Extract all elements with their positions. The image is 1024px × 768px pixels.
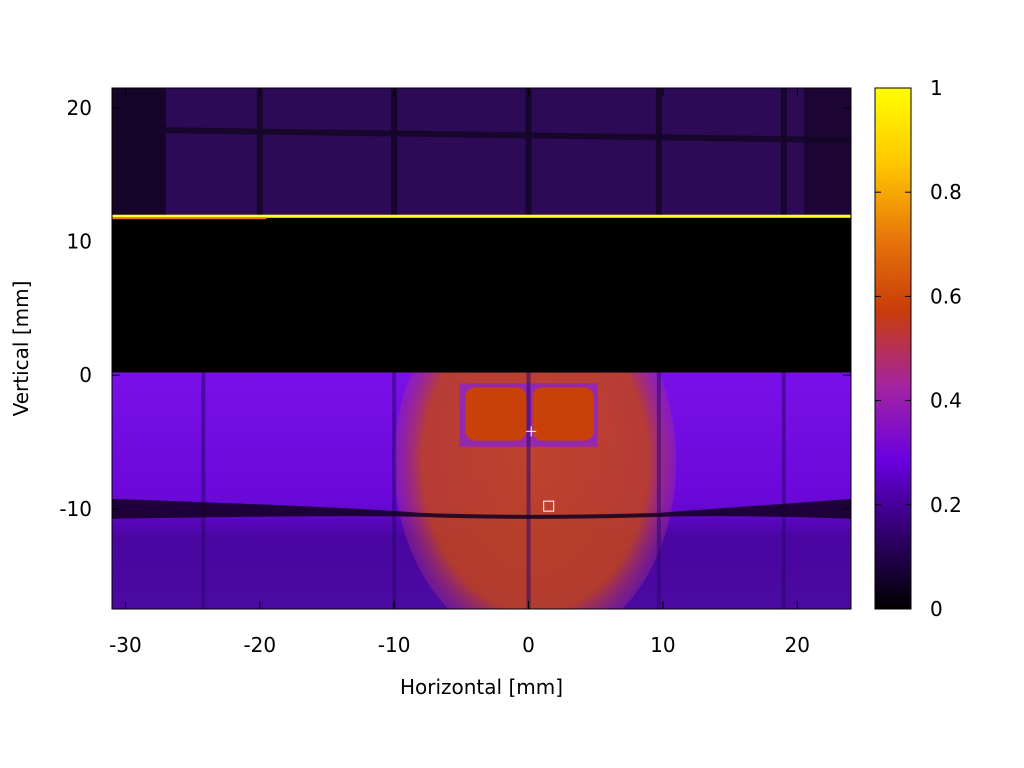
x-tick-label: 20: [785, 633, 810, 657]
region-core-left-lobe: [465, 387, 527, 441]
y-tick-label: 10: [67, 230, 92, 254]
x-axis: -30 -20 -10 0 10 20: [109, 88, 810, 657]
x-axis-title: Horizontal [mm]: [400, 675, 563, 699]
upper-diagonal-line: [112, 126, 851, 144]
colorbar-tick-label: 0.2: [930, 493, 962, 517]
x-tick-label: -10: [378, 633, 411, 657]
upper-grid-line: [256, 88, 263, 215]
region-dark-band: [112, 217, 851, 373]
lower-seam-line: [781, 372, 786, 609]
region-core-right-lobe: [532, 387, 594, 441]
region-upper-band: [112, 88, 851, 215]
y-tick-label: 20: [67, 96, 92, 120]
region-dark-seam: [112, 498, 851, 519]
heatmap-image: [112, 88, 851, 609]
lower-seam-line: [392, 372, 397, 609]
y-tick-label: -10: [59, 497, 92, 521]
x-tick-label: -20: [243, 633, 276, 657]
colorbar-tick-label: 1: [930, 76, 943, 100]
y-tick-label: 0: [79, 363, 92, 387]
x-tick-label: -30: [109, 633, 142, 657]
bright-line-shadow: [112, 217, 267, 220]
upper-grid-line: [780, 88, 787, 215]
region-bright-line: [112, 214, 851, 218]
y-axis-title: Vertical [mm]: [9, 281, 33, 417]
upper-grid-line: [525, 88, 532, 215]
upper-grid-line: [391, 88, 398, 215]
x-tick-label: 10: [650, 633, 675, 657]
markers: [526, 426, 555, 512]
colorbar-tick-label: 0.4: [930, 389, 962, 413]
colorbar-tick-label: 0: [930, 597, 943, 621]
x-tick-label: 0: [522, 633, 535, 657]
plot-frame: [111, 87, 852, 610]
lower-seam-line: [526, 372, 531, 609]
upper-grid-line: [655, 88, 662, 215]
colorbar: [874, 87, 912, 610]
colorbar-axis: 0 0.2 0.4 0.6 0.8 1: [875, 76, 962, 621]
lower-seam-line: [656, 372, 661, 609]
square-marker: [543, 500, 555, 512]
colorbar-tick-label: 0.8: [930, 180, 962, 204]
cross-marker: [526, 426, 537, 437]
upper-left-shadow: [112, 88, 166, 215]
lower-seam-line: [201, 372, 206, 609]
y-axis: -10 0 10 20: [59, 96, 851, 521]
upper-right-shadow: [803, 88, 851, 215]
colorbar-tick-label: 0.6: [930, 284, 962, 308]
